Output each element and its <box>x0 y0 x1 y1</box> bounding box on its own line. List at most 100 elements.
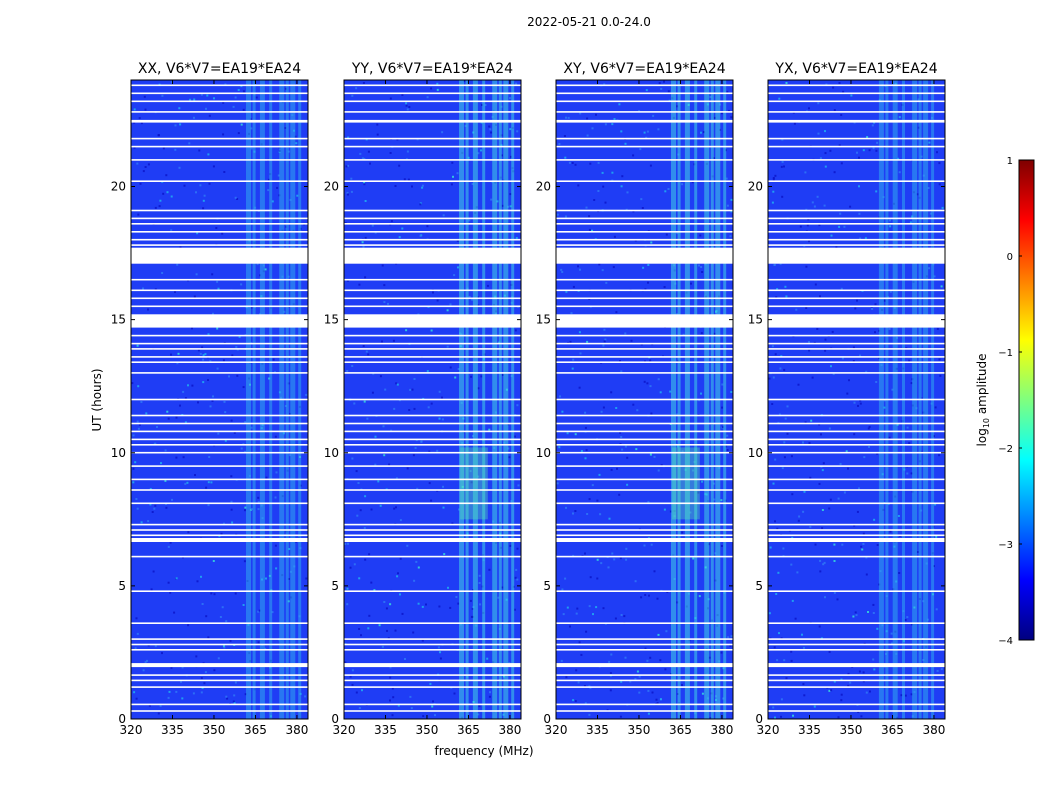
noise-dot <box>347 164 349 167</box>
noise-dot <box>588 215 591 218</box>
noise-dot <box>726 434 729 437</box>
noise-dot <box>624 656 627 659</box>
noise-dot <box>242 90 245 93</box>
noise-dot <box>833 543 836 546</box>
noise-dot <box>201 603 204 605</box>
noise-dot <box>409 388 412 391</box>
noise-dot <box>660 87 663 90</box>
colorbar-tick-label: −4 <box>998 636 1013 647</box>
noise-dot <box>200 575 202 578</box>
noise-dot <box>516 578 519 581</box>
noise-dot <box>364 276 367 279</box>
noise-dot <box>434 714 436 717</box>
noise-dot <box>442 506 445 509</box>
noise-dot <box>569 340 572 343</box>
noise-dot <box>830 234 833 237</box>
noise-dot <box>208 114 211 117</box>
noise-dot <box>457 602 460 605</box>
noise-dot <box>785 677 788 680</box>
flag-line <box>344 422 521 425</box>
noise-dot <box>774 458 777 461</box>
noise-dot <box>446 309 449 312</box>
noise-dot <box>393 507 396 510</box>
noise-dot <box>412 454 415 457</box>
y-tick-label: 0 <box>755 712 763 726</box>
noise-dot <box>774 353 777 356</box>
x-axis-label: frequency (MHz) <box>434 744 533 758</box>
noise-dot <box>659 391 662 394</box>
noise-dot <box>872 612 875 614</box>
noise-dot <box>479 603 482 606</box>
noise-dot <box>571 162 574 164</box>
noise-dot <box>149 488 152 490</box>
noise-dot <box>890 642 893 645</box>
noise-dot <box>200 93 203 96</box>
noise-dot <box>579 268 581 271</box>
y-tick-label: 15 <box>111 313 126 327</box>
noise-dot <box>401 612 404 615</box>
noise-dot <box>157 134 160 137</box>
flag-line <box>131 84 308 87</box>
noise-dot <box>591 484 594 487</box>
noise-dot <box>138 423 141 426</box>
noise-dot <box>859 354 861 357</box>
noise-dot <box>616 467 618 470</box>
noise-dot <box>657 633 660 636</box>
noise-dot <box>830 689 833 692</box>
noise-dot <box>399 557 402 560</box>
flag-line <box>768 223 945 225</box>
flag-line <box>131 223 308 225</box>
noise-dot <box>144 166 147 168</box>
flag-line <box>131 674 308 676</box>
noise-dot <box>220 532 223 535</box>
flag-line <box>344 361 521 363</box>
noise-dot <box>217 432 220 435</box>
noise-dot <box>854 611 857 614</box>
noise-dot <box>217 657 220 660</box>
noise-dot <box>824 338 827 341</box>
noise-dot <box>691 181 694 184</box>
flag-line <box>768 674 945 676</box>
noise-dot <box>174 124 177 127</box>
noise-dot <box>430 499 433 502</box>
noise-dot <box>477 713 480 716</box>
noise-dot <box>175 456 178 459</box>
noise-dot <box>250 426 253 429</box>
flag-line <box>344 356 521 358</box>
flag-line <box>768 643 945 646</box>
noise-dot <box>858 487 860 490</box>
noise-dot <box>859 237 862 240</box>
noise-dot <box>774 716 776 719</box>
noise-dot <box>900 694 903 697</box>
noise-dot <box>202 207 205 210</box>
noise-dot <box>801 633 803 636</box>
noise-dot <box>586 513 589 515</box>
noise-dot <box>603 340 606 343</box>
noise-dot <box>192 692 195 695</box>
noise-dot <box>773 263 776 266</box>
noise-dot <box>166 410 169 413</box>
noise-dot <box>596 499 599 502</box>
flag-line <box>131 231 308 233</box>
noise-dot <box>231 354 234 357</box>
noise-dot <box>406 108 409 111</box>
noise-dot <box>351 683 354 686</box>
noise-dot <box>216 327 219 330</box>
noise-dot <box>613 118 616 120</box>
noise-dot <box>193 98 196 101</box>
noise-dot <box>824 152 827 155</box>
flag-line <box>556 231 733 233</box>
noise-dot <box>938 358 941 361</box>
noise-dot <box>605 281 608 284</box>
noise-dot <box>772 178 775 181</box>
noise-dot <box>575 612 578 615</box>
noise-dot <box>655 698 658 701</box>
noise-dot <box>449 366 452 369</box>
flag-line <box>344 180 521 182</box>
noise-dot <box>205 486 208 489</box>
flag-line <box>768 649 945 651</box>
noise-dot <box>909 221 912 224</box>
noise-dot <box>935 608 938 611</box>
flag-line <box>768 297 945 300</box>
noise-dot <box>442 485 444 488</box>
